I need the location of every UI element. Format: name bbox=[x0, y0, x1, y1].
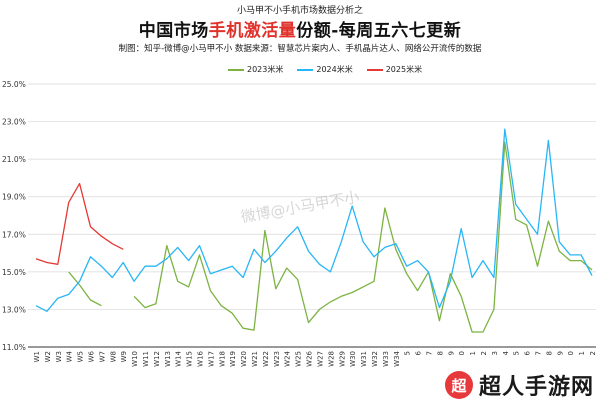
x-tick-label: W9 bbox=[120, 351, 128, 362]
x-tick-label: W2 bbox=[44, 351, 52, 362]
legend-swatch-2023 bbox=[228, 68, 244, 71]
x-tick-label: W23 bbox=[273, 351, 281, 367]
x-tick-label: W30 bbox=[349, 351, 357, 367]
x-tick-label: W18 bbox=[218, 351, 226, 367]
x-tick-label: W6 bbox=[88, 350, 96, 362]
x-tick-label: W24 bbox=[284, 350, 292, 366]
x-tick-label: W14 bbox=[175, 350, 183, 366]
x-tick-label: W25 bbox=[295, 351, 303, 367]
y-tick-label: 23.0% bbox=[2, 118, 26, 127]
x-tick-label: 8 bbox=[436, 351, 444, 355]
series-line-s2024 bbox=[35, 128, 593, 312]
x-tick-label: W7 bbox=[98, 351, 106, 362]
x-tick-label: 5 bbox=[404, 351, 412, 355]
y-tick-label: 15.0% bbox=[2, 268, 26, 277]
x-tick-label: W21 bbox=[251, 351, 259, 367]
x-tick-label: 6 bbox=[415, 350, 423, 355]
x-tick-label: 9 bbox=[556, 351, 564, 355]
y-tick-label: 19.0% bbox=[2, 193, 26, 202]
y-tick-label: 11.0% bbox=[2, 343, 26, 352]
x-tick-label: W1 bbox=[33, 351, 41, 362]
legend-swatch-2024 bbox=[297, 68, 314, 71]
y-tick-label: 17.0% bbox=[2, 230, 26, 239]
x-tick-label: W22 bbox=[262, 351, 270, 367]
x-tick-label: W31 bbox=[360, 351, 368, 367]
chart-legend: 2023米米 2024米米 2025米米 bbox=[228, 64, 422, 75]
series-line-s2025 bbox=[35, 182, 124, 265]
x-tick-label: W17 bbox=[207, 351, 215, 367]
x-tick-label: W13 bbox=[164, 351, 172, 367]
legend-item-2024: 2024米米 bbox=[297, 64, 353, 75]
x-tick-label: W3 bbox=[55, 351, 63, 362]
legend-swatch-2025 bbox=[366, 68, 383, 71]
y-tick-label: 13.0% bbox=[2, 305, 26, 314]
x-tick-label: W16 bbox=[197, 350, 205, 366]
x-tick-label: 3 bbox=[491, 351, 499, 355]
x-tick-label: W10 bbox=[131, 351, 139, 367]
x-tick-label: 2 bbox=[480, 351, 488, 355]
title-suffix: 份额-每周五六七更新 bbox=[296, 21, 462, 41]
x-tick-label: 1 bbox=[469, 351, 477, 355]
x-tick-label: W4 bbox=[66, 350, 74, 362]
x-tick-label: W15 bbox=[186, 351, 194, 367]
title-prefix: 中国市场 bbox=[138, 21, 209, 41]
x-tick-label: 2 bbox=[589, 351, 597, 355]
legend-item-2023: 2023米米 bbox=[228, 64, 283, 75]
x-tick-label: 7 bbox=[425, 351, 433, 355]
x-tick-label: W19 bbox=[229, 351, 237, 367]
series-line-s2023 bbox=[68, 271, 102, 307]
series-line-s2023 bbox=[133, 141, 593, 333]
y-tick-label: 25.0% bbox=[2, 80, 26, 89]
y-tick-label: 21.0% bbox=[2, 155, 26, 164]
x-tick-label: W27 bbox=[316, 351, 324, 367]
chart-title: 中国市场手机激活量份额-每周五六七更新 bbox=[0, 16, 600, 41]
x-tick-label: W11 bbox=[142, 351, 150, 367]
x-tick-label: 8 bbox=[545, 351, 553, 355]
x-tick-label: 6 bbox=[524, 350, 532, 355]
title-highlight: 手机激活量 bbox=[208, 21, 297, 41]
site-brand: 超 超人手游网 bbox=[444, 369, 594, 401]
legend-label-2025: 2025米米 bbox=[385, 65, 423, 74]
brand-name: 超人手游网 bbox=[478, 375, 594, 400]
x-tick-label: 0 bbox=[458, 351, 466, 355]
legend-label-2024: 2024米米 bbox=[316, 65, 353, 74]
x-tick-label: 9 bbox=[447, 351, 455, 355]
x-tick-label: 1 bbox=[578, 351, 586, 355]
x-tick-label: W32 bbox=[371, 351, 379, 367]
legend-label-2023: 2023米米 bbox=[247, 65, 284, 74]
x-tick-label: 4 bbox=[502, 350, 510, 355]
x-tick-label: W29 bbox=[338, 351, 346, 367]
chart-supertitle: 小马甲不小手机市场数据分析之 bbox=[236, 6, 363, 16]
chart-subtitle: 制图：知乎-微博@小马甲不小 数据来源：智慧芯片案内人、手机晶片达人、网络公开流… bbox=[118, 44, 482, 54]
x-tick-label: W20 bbox=[240, 351, 248, 367]
x-tick-label: W5 bbox=[77, 351, 85, 362]
x-tick-label: 0 bbox=[567, 351, 575, 355]
x-tick-label: W28 bbox=[327, 351, 335, 367]
x-tick-label: W33 bbox=[382, 351, 390, 367]
x-tick-label: W12 bbox=[153, 351, 161, 367]
brand-logo-icon: 超 bbox=[444, 371, 473, 399]
x-tick-label: W34 bbox=[393, 350, 401, 366]
x-tick-label: 7 bbox=[534, 351, 542, 355]
legend-item-2025: 2025米米 bbox=[366, 64, 423, 75]
x-tick-label: W26 bbox=[306, 350, 314, 366]
x-tick-label: W8 bbox=[109, 351, 117, 362]
x-tick-label: 5 bbox=[513, 351, 521, 355]
